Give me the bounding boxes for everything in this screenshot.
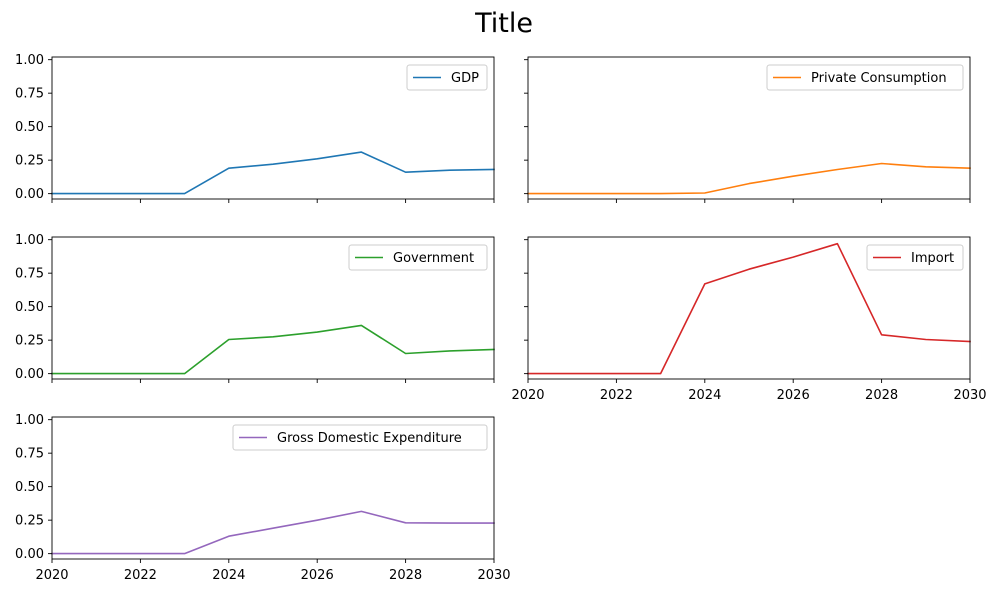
y-tick-label: 1.00 — [15, 53, 44, 68]
axes-frame — [51, 236, 495, 380]
legend-box — [406, 64, 488, 91]
legend: Government — [348, 244, 488, 271]
y-tick-label: 1.00 — [15, 233, 44, 248]
series-line-2-1 — [527, 162, 971, 195]
x-tick-label: 2020 — [511, 388, 544, 403]
axes-frame — [527, 236, 971, 380]
legend-box — [766, 64, 964, 91]
legend-label: Government — [393, 251, 474, 266]
y-tick-label: 0.00 — [15, 187, 44, 202]
legend: Private Consumption — [766, 64, 964, 91]
y-tick-label: 0.75 — [15, 447, 44, 462]
y-tick-label: 0.75 — [15, 87, 44, 102]
x-tick-label: 2022 — [124, 568, 157, 583]
x-tick-label: 2022 — [600, 388, 633, 403]
figure-title: Title — [474, 8, 533, 39]
series-line-5-1 — [51, 510, 495, 555]
x-tick-label: 2030 — [953, 388, 986, 403]
y-tick-label: 0.75 — [15, 267, 44, 282]
x-tick-label: 2020 — [35, 568, 68, 583]
x-tick-label: 2024 — [212, 568, 245, 583]
subplot-4: 2020 2022 2024 2026 2028 2030 Import — [511, 236, 987, 403]
legend-box — [232, 424, 488, 451]
legend-label: Gross Domestic Expenditure — [277, 431, 462, 446]
subplot-2: Private Consumption — [524, 56, 971, 203]
legend-box — [348, 244, 488, 271]
subplot-5: 2020 2022 2024 2026 2028 2030 0.00 0.25 0.50 0.75… — [15, 413, 511, 583]
legend: GDP — [406, 64, 488, 91]
y-tick-label: 0.25 — [15, 154, 44, 169]
y-tick-label: 0.00 — [15, 367, 44, 382]
legend: Import — [866, 244, 964, 271]
y-tick-label: 0.00 — [15, 547, 44, 562]
axes-frame — [527, 56, 971, 200]
subplot-3: 0.00 0.25 0.50 0.75 1.00 Government — [15, 233, 495, 383]
legend-label: Private Consumption — [811, 71, 947, 86]
series-line-4-1 — [527, 242, 971, 375]
y-tick-label: 0.50 — [15, 300, 44, 315]
legend-box — [866, 244, 964, 271]
legend-label: GDP — [451, 71, 479, 86]
x-tick-label: 2030 — [477, 568, 510, 583]
subplot-1: 0.00 0.25 0.50 0.75 1.00 GDP — [15, 53, 495, 203]
x-tick-label: 2026 — [301, 568, 334, 583]
y-tick-label: 0.25 — [15, 334, 44, 349]
axes-frame — [51, 56, 495, 200]
x-tick-label: 2024 — [688, 388, 721, 403]
y-tick-label: 1.00 — [15, 413, 44, 428]
x-tick-label: 2028 — [865, 388, 898, 403]
y-tick-label: 0.25 — [15, 514, 44, 529]
legend-label: Import — [911, 251, 954, 266]
x-tick-label: 2026 — [777, 388, 810, 403]
series-line-3-1 — [51, 324, 495, 375]
series-line-1-1 — [51, 151, 495, 195]
y-tick-label: 0.50 — [15, 480, 44, 495]
x-tick-label: 2028 — [389, 568, 422, 583]
legend: Gross Domestic Expenditure — [232, 424, 488, 451]
axes-frame — [51, 416, 495, 560]
y-tick-label: 0.50 — [15, 120, 44, 135]
